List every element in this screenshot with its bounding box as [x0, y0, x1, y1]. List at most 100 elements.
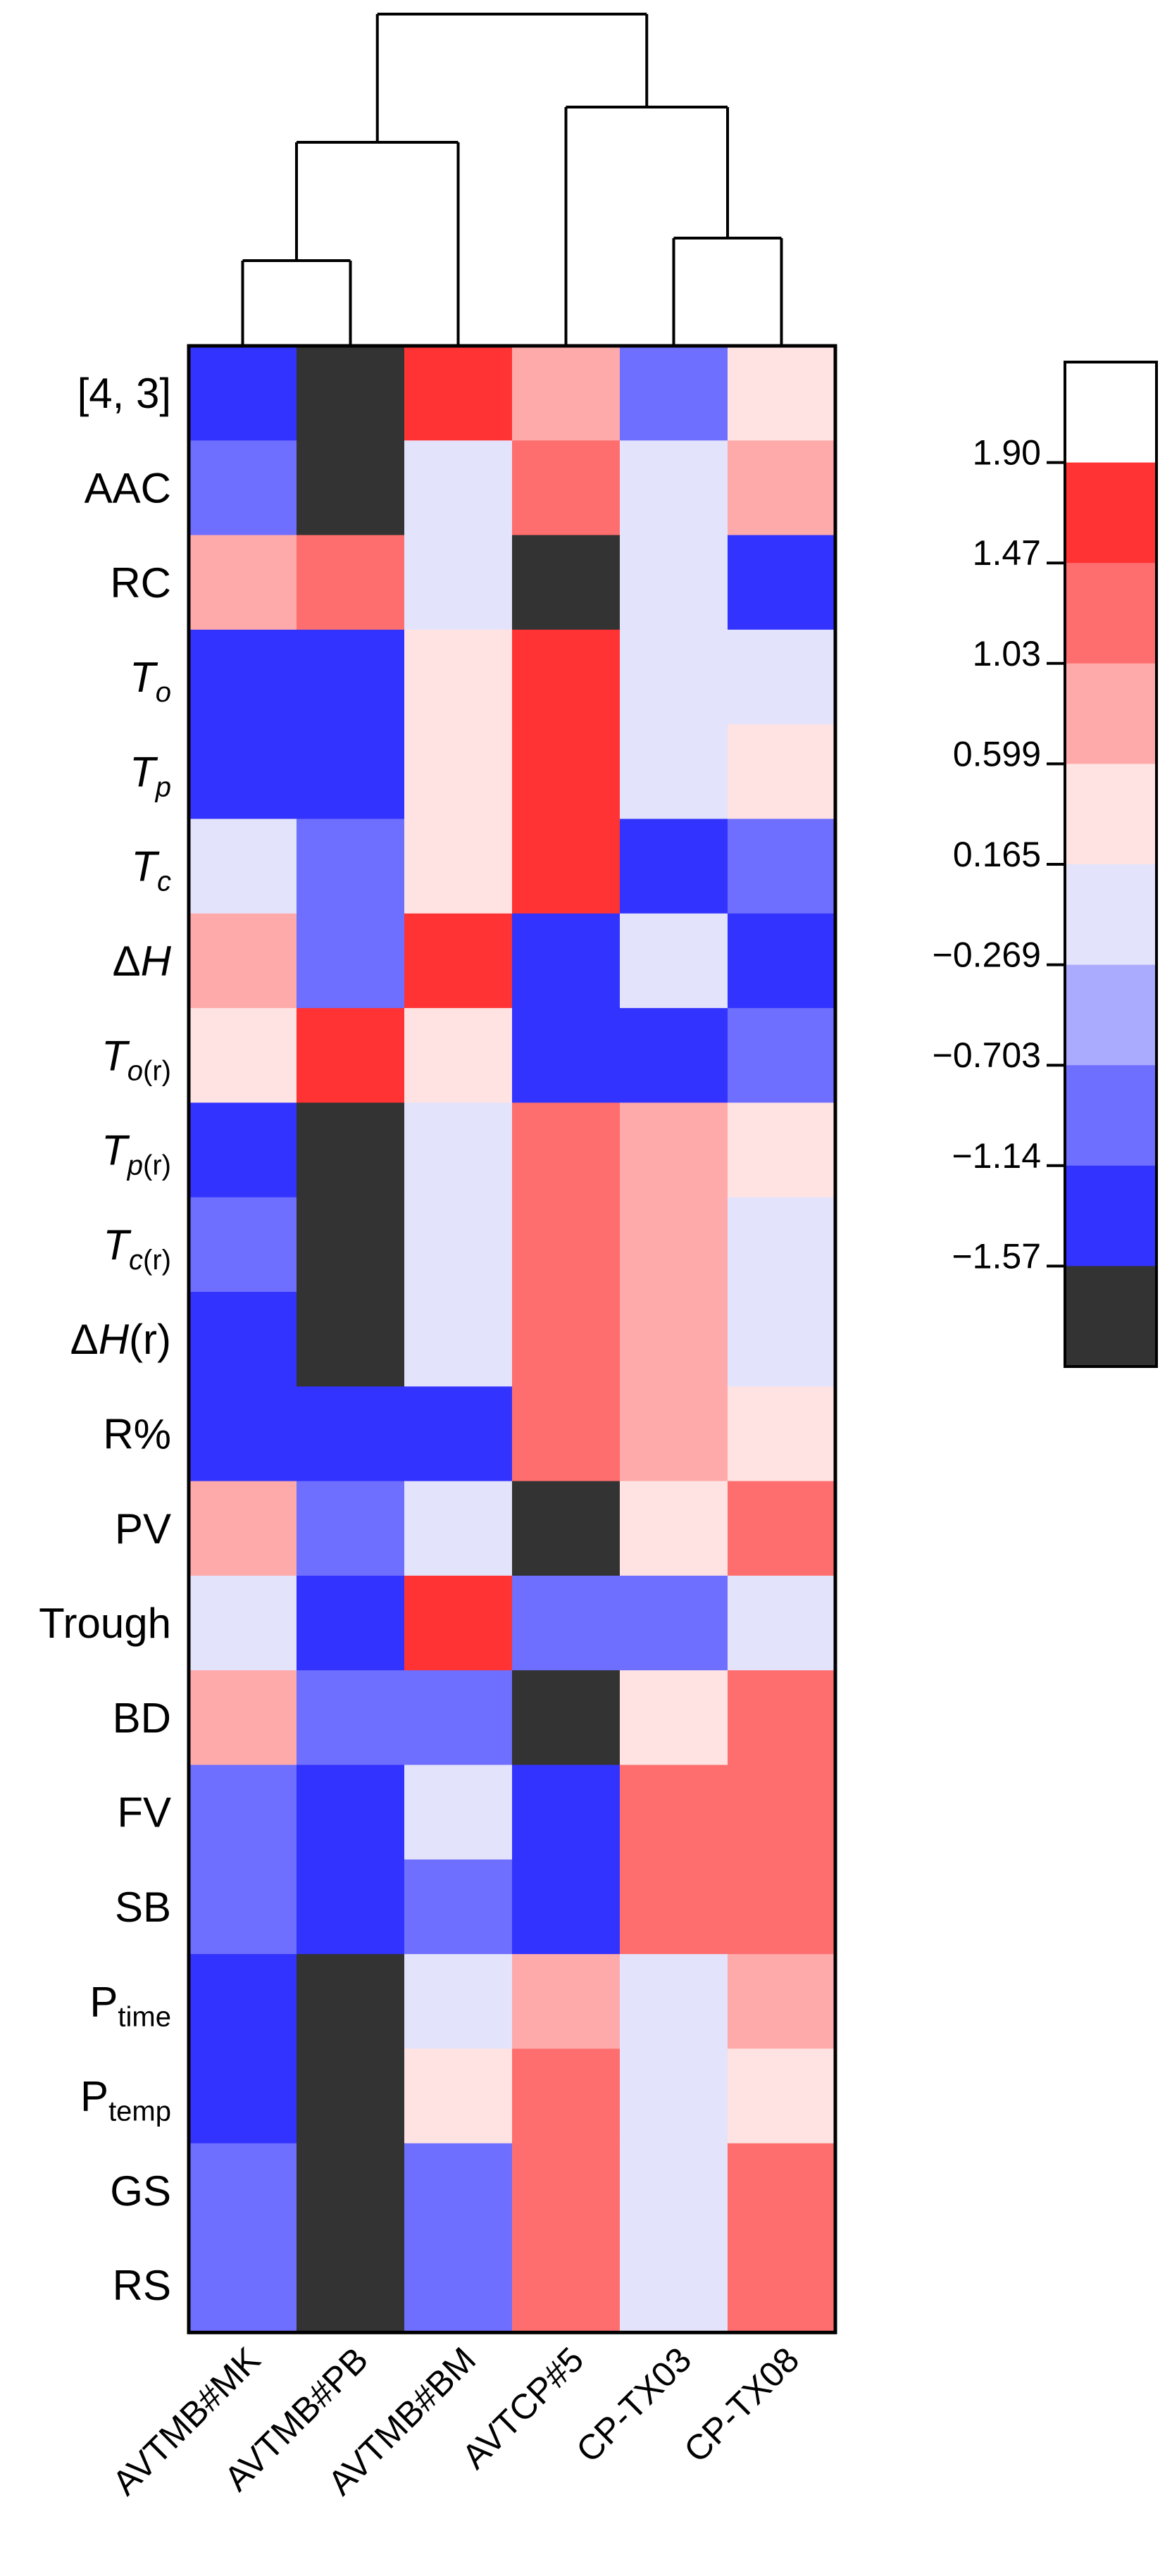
heatmap-cell-rs-avtmb-mk [189, 2238, 297, 2333]
heatmap-cell-sb-cp-tx08 [728, 1859, 836, 1955]
heatmap-cell-ptemp-avtmb-pb [297, 2048, 405, 2144]
heatmap-cell-4-3-avtmb-bm [404, 346, 513, 441]
heatmap-cell-r-avtcp-5 [512, 1386, 621, 1482]
legend-swatch-4 [1065, 764, 1157, 865]
row-label-rc: RC [110, 559, 171, 606]
heatmap-cell-tp-avtmb-mk [189, 724, 297, 820]
legend-tick-label-3: 0.599 [953, 734, 1041, 773]
heatmap-cell-rs-avtmb-pb [297, 2238, 405, 2333]
legend-swatch-6 [1065, 964, 1157, 1066]
heatmap-cell-ptemp-avtcp-5 [512, 2048, 621, 2144]
heatmap-cell-4-3-cp-tx08 [728, 346, 836, 441]
heatmap-cell-to-cp-tx08 [728, 629, 836, 725]
row-label-tc-r: Tc(r) [103, 1221, 171, 1276]
dendrogram-link-root [375, 13, 649, 142]
row-label-pv: PV [115, 1505, 171, 1553]
legend-tick-label-5: −0.269 [933, 935, 1041, 975]
heatmap-cell-tc-r-cp-tx08 [728, 1197, 836, 1293]
heatmap-cell-rs-avtcp-5 [512, 2238, 621, 2333]
row-labels: [4, 3] AAC RC To Tp Tc ΔH To(r) Tp(r) Tc(r) ΔH(r) R… [39, 370, 172, 2309]
heatmap-cell-tc-r-avtmb-mk [189, 1197, 297, 1293]
heatmap-cell-sb-avtcp-5 [512, 1859, 621, 1955]
row-label-gs: GS [110, 2167, 171, 2215]
legend-swatch-0 [1065, 362, 1157, 463]
heatmap-cell-h-r-avtmb-pb [297, 1292, 405, 1387]
legend-tick-label-7: −1.14 [952, 1136, 1041, 1176]
heatmap-cell-r-avtmb-mk [189, 1386, 297, 1482]
dendrogram-link-tcp5-tx [564, 106, 729, 346]
heatmap-cell-tc-avtcp-5 [512, 819, 621, 914]
heatmap-cell-pv-avtmb-mk [189, 1481, 297, 1576]
heatmap-cell-pv-cp-tx03 [620, 1481, 728, 1576]
row-label-h: ΔH [113, 938, 172, 985]
heatmap-cell-aac-avtmb-bm [404, 440, 513, 536]
heatmap-cell-to-r-avtmb-pb [297, 1008, 405, 1103]
heatmap-cell-rc-avtcp-5 [512, 535, 621, 630]
legend-swatch-7 [1065, 1065, 1157, 1166]
heatmap-cell-bd-avtcp-5 [512, 1670, 621, 1766]
heatmap-cell-tp-avtmb-bm [404, 724, 513, 820]
heatmap-cell-pv-avtcp-5 [512, 1481, 621, 1576]
heatmap-cell-tp-r-cp-tx03 [620, 1102, 728, 1198]
heatmap-cell-to-avtmb-bm [404, 629, 513, 725]
heatmap-cell-to-avtmb-mk [189, 629, 297, 725]
heatmap-cell-bd-avtmb-pb [297, 1670, 405, 1766]
heatmap-cell-gs-cp-tx03 [620, 2143, 728, 2239]
heatmap-cell-aac-avtcp-5 [512, 440, 621, 536]
heatmap-cell-pv-avtmb-bm [404, 1481, 513, 1576]
heatmap-cell-gs-avtmb-pb [297, 2143, 405, 2239]
heatmap-cell-fv-avtmb-mk [189, 1765, 297, 1860]
heatmap-cell-tp-avtcp-5 [512, 724, 621, 820]
heatmap-cell-h-avtcp-5 [512, 913, 621, 1009]
heatmap-cell-ptime-cp-tx03 [620, 1954, 728, 2049]
heatmap-cell-ptime-avtmb-pb [297, 1954, 405, 2049]
heatmap-cell-rs-cp-tx08 [728, 2238, 836, 2333]
heatmap-cell-trough-avtcp-5 [512, 1575, 621, 1671]
heatmap-cell-gs-avtmb-mk [189, 2143, 297, 2239]
heatmap-cell-aac-avtmb-pb [297, 440, 405, 536]
heatmap-cell-tp-cp-tx08 [728, 724, 836, 820]
heatmap-cell-fv-avtmb-pb [297, 1765, 405, 1860]
heatmap-cell-r-avtmb-pb [297, 1386, 405, 1482]
heatmap-cell-tc-avtmb-mk [189, 819, 297, 914]
heatmap-cell-gs-avtmb-bm [404, 2143, 513, 2239]
heatmap-cell-sb-avtmb-bm [404, 1859, 513, 1955]
row-label-h-r: ΔH(r) [70, 1316, 171, 1363]
heatmap-cell-sb-avtmb-mk [189, 1859, 297, 1955]
column-labels: AVTMB#MKAVTMB#PBAVTMB#BMAVTCP#5CP-TX03CP… [105, 2339, 806, 2502]
row-label-tp: Tp [130, 748, 171, 802]
row-label-r: R% [103, 1411, 171, 1458]
legend-tick-label-1: 1.47 [973, 533, 1041, 573]
heatmap-cell-gs-avtcp-5 [512, 2143, 621, 2239]
heatmap-cell-tc-r-cp-tx03 [620, 1197, 728, 1293]
legend-tick-label-8: −1.57 [952, 1236, 1041, 1276]
heatmap-cell-rs-cp-tx03 [620, 2238, 728, 2333]
row-label-tc: Tc [131, 843, 171, 897]
row-label-rs: RS [113, 2262, 171, 2309]
dendrogram-link-mkpb-bm [295, 141, 460, 346]
heatmap-cell-rc-avtmb-mk [189, 535, 297, 630]
heatmap-cell-h-avtmb-mk [189, 913, 297, 1009]
row-label-sb: SB [115, 1884, 171, 1931]
heatmap-cell-tp-r-avtmb-mk [189, 1102, 297, 1198]
heatmap-cell-rc-avtmb-pb [297, 535, 405, 630]
heatmap-cells [189, 346, 836, 2333]
heatmap-cell-h-avtmb-pb [297, 913, 405, 1009]
heatmap-cell-fv-avtmb-bm [404, 1765, 513, 1860]
heatmap-cell-tp-r-avtcp-5 [512, 1102, 621, 1198]
heatmap-cell-r-cp-tx03 [620, 1386, 728, 1482]
legend-tick-label-0: 1.90 [973, 433, 1041, 473]
row-label-aac: AAC [85, 464, 171, 511]
heatmap-cell-h-r-avtmb-mk [189, 1292, 297, 1387]
heatmap-cell-bd-cp-tx03 [620, 1670, 728, 1766]
heatmap-cell-h-r-cp-tx08 [728, 1292, 836, 1387]
legend-tick-label-4: 0.165 [953, 835, 1041, 874]
heatmap-cell-tc-r-avtmb-bm [404, 1197, 513, 1293]
heatmap-cell-ptemp-cp-tx08 [728, 2048, 836, 2144]
heatmap-cell-tp-r-avtmb-pb [297, 1102, 405, 1198]
heatmap-cell-to-r-avtmb-bm [404, 1008, 513, 1103]
heatmap-cell-h-avtmb-bm [404, 913, 513, 1009]
heatmap-cell-ptemp-avtmb-bm [404, 2048, 513, 2144]
heatmap-cell-aac-avtmb-mk [189, 440, 297, 536]
